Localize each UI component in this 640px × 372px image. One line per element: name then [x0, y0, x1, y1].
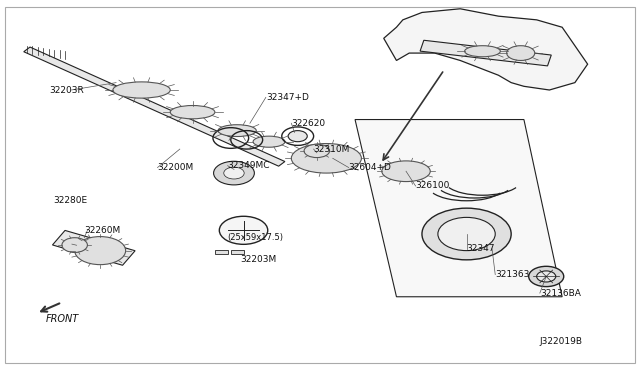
Ellipse shape — [537, 271, 556, 282]
Text: 32200M: 32200M — [157, 163, 194, 172]
Bar — [231, 250, 244, 254]
Text: FRONT: FRONT — [46, 314, 79, 324]
Ellipse shape — [529, 266, 564, 286]
Text: (25x59x17.5): (25x59x17.5) — [228, 233, 284, 242]
Polygon shape — [355, 119, 562, 297]
Text: 321363: 321363 — [495, 270, 530, 279]
Ellipse shape — [507, 46, 535, 61]
Text: 32260M: 32260M — [84, 226, 120, 235]
Text: 32310M: 32310M — [314, 145, 350, 154]
Ellipse shape — [214, 161, 254, 185]
Ellipse shape — [113, 82, 170, 98]
Text: 322620: 322620 — [291, 119, 326, 128]
Ellipse shape — [218, 125, 256, 137]
Polygon shape — [420, 40, 551, 66]
Ellipse shape — [465, 46, 500, 57]
Text: 32203R: 32203R — [49, 86, 84, 94]
Ellipse shape — [291, 144, 362, 173]
Text: J322019B: J322019B — [540, 337, 583, 346]
Text: 32604+D: 32604+D — [349, 163, 392, 172]
Circle shape — [220, 216, 268, 244]
Ellipse shape — [75, 237, 125, 264]
Text: 32347+D: 32347+D — [266, 93, 308, 102]
Polygon shape — [384, 9, 588, 90]
Ellipse shape — [438, 217, 495, 251]
Bar — [215, 250, 228, 254]
Ellipse shape — [288, 131, 307, 142]
Text: 32136BA: 32136BA — [540, 289, 580, 298]
Ellipse shape — [62, 238, 88, 253]
Text: 32347: 32347 — [467, 244, 495, 253]
Ellipse shape — [170, 106, 215, 119]
Polygon shape — [24, 47, 285, 166]
Text: 326100: 326100 — [415, 182, 450, 190]
Ellipse shape — [304, 144, 330, 158]
Polygon shape — [52, 230, 135, 265]
Text: 32349MC: 32349MC — [228, 161, 270, 170]
Ellipse shape — [224, 167, 244, 179]
Ellipse shape — [382, 161, 430, 182]
Ellipse shape — [253, 136, 285, 147]
Text: 32280E: 32280E — [54, 196, 88, 205]
Text: 32203M: 32203M — [241, 255, 276, 264]
Ellipse shape — [422, 208, 511, 260]
